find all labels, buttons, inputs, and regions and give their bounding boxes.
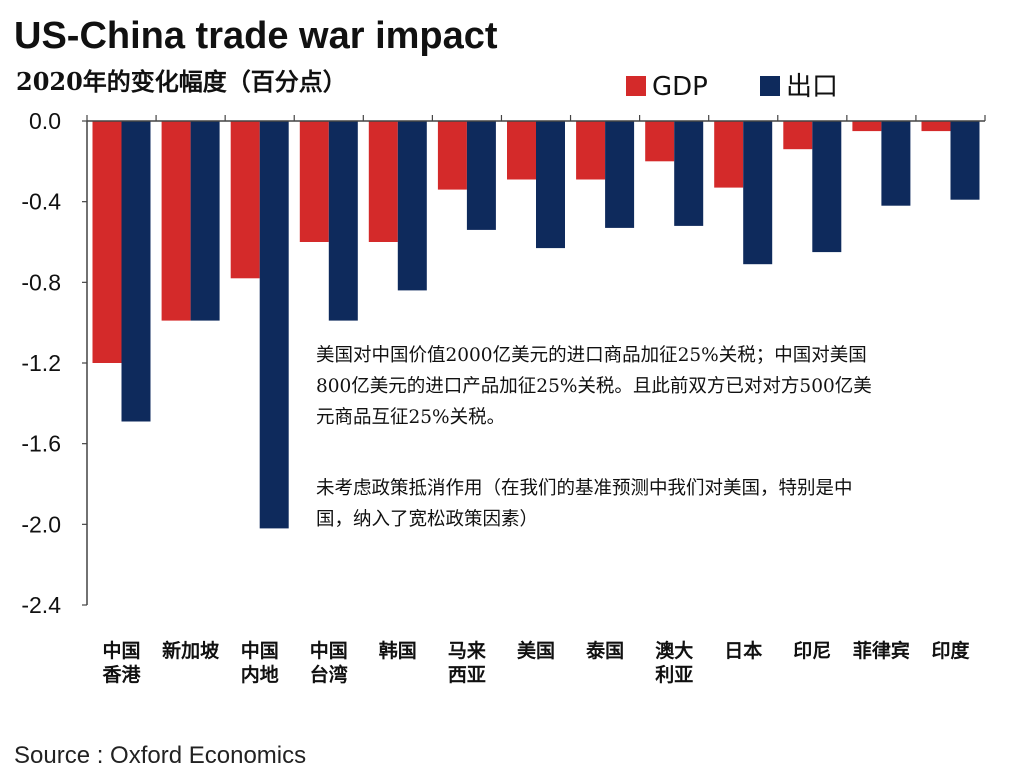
y-tick-label: -1.2 [21,350,61,376]
bar-exports [190,121,220,321]
x-tick-label: 新加坡 [162,639,220,662]
x-tick-label: 泰国 [585,639,624,662]
legend-swatch-gdp [626,76,646,96]
bar-gdp [299,121,329,242]
y-axis: 0.0 -0.4 -0.8 -1.2 -1.6 -2.0 -2.4 [21,108,88,618]
x-tick-label: 韩国 [379,639,417,662]
annotation-line: 国，纳入了宽松政策因素） [316,509,538,530]
annotation-line: 元商品互征25%关税。 [316,407,505,428]
annotation-block: 美国对中国价值2000亿美元的进口商品加征25%关税；中国对美国 800亿美元的进… [316,345,872,530]
x-tick-label: 台湾 [310,663,348,686]
bar-gdp [714,121,744,188]
x-tick-label: 菲律宾 [853,639,910,662]
annotation-line: 美国对中国价值2000亿美元的进口商品加征25%关税；中国对美国 [316,345,867,366]
x-tick-label: 中国 [241,639,279,662]
bar-gdp [645,121,675,162]
source-note: Source : Oxford Economics [14,742,306,769]
y-tick-label: -0.4 [21,189,61,215]
bar-exports [466,121,496,230]
legend-label-gdp: GDP [652,72,708,102]
bar-exports [743,121,773,265]
bar-gdp [92,121,122,363]
x-tick-label: 澳大 [655,639,693,662]
bar-exports [536,121,565,249]
bar-gdp [230,121,260,279]
y-tick-label: -2.0 [21,511,61,537]
bar-exports [950,121,980,200]
x-tick-label: 内地 [241,663,279,686]
bar-exports [121,121,151,422]
x-tick-label: 西亚 [448,664,486,686]
x-tick-label: 利亚 [655,664,693,686]
chart-subtitle: 2020年的变化幅度（百分点） [16,67,347,96]
x-tick-label: 印度 [931,639,970,662]
bar-exports [812,121,842,253]
y-tick-label: 0.0 [29,108,61,134]
bar-gdp [437,121,467,190]
legend-label-exports: 出口 [786,72,838,102]
bar-gdp [783,121,813,150]
legend-swatch-exports [760,76,780,96]
x-tick-label: 中国 [102,639,140,662]
bar-exports [605,121,635,228]
bar-gdp [921,121,951,132]
x-tick-label: 美国 [517,639,555,662]
x-tick-label: 香港 [101,664,141,686]
x-tick-label: 印尼 [793,640,831,662]
bar-exports [397,121,427,291]
y-tick-label: -0.8 [21,269,61,295]
bars [92,121,980,529]
bar-exports [881,121,911,206]
y-tick-label: -2.4 [21,592,61,618]
bar-gdp [161,121,191,321]
y-tick-label: -1.6 [21,431,61,457]
bar-gdp [576,121,606,180]
legend: GDP 出口 [626,72,838,102]
x-tick-label: 日本 [724,639,762,662]
chart-title: US-China trade war impact [14,15,498,57]
annotation-line: 800亿美元的进口产品加征25%关税。且此前双方已对对方500亿美 [316,376,872,397]
bar-exports [259,121,289,529]
bar-gdp [368,121,398,242]
x-tick-label: 马来 [448,640,486,662]
bar-exports [674,121,704,226]
x-tick-label: 中国 [310,639,348,662]
bar-exports [328,121,358,321]
bar-gdp [852,121,882,132]
annotation-line: 未考虑政策抵消作用（在我们的基准预测中我们对美国，特别是中 [316,478,853,499]
bar-gdp [507,121,536,180]
